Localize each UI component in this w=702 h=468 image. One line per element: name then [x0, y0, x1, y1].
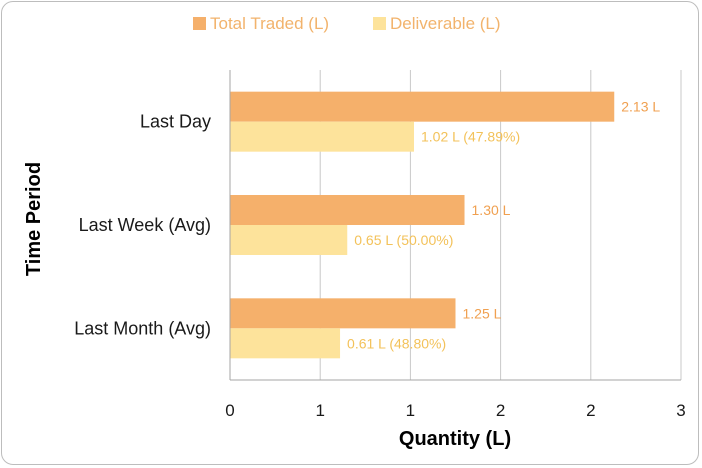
bars: [230, 91, 615, 359]
x-tick-label-3: 2: [496, 401, 505, 420]
category-label-0: Last Day: [140, 112, 211, 132]
bar-deliverable-2: [230, 328, 341, 359]
data-label-total-0: 2.13 L: [621, 99, 660, 115]
y-axis-title: Time Period: [23, 162, 45, 276]
category-label-2: Last Month (Avg): [74, 318, 211, 338]
legend-swatch-1: [373, 17, 386, 30]
data-label-total-1: 1.30 L: [472, 202, 511, 218]
legend-label-1: Deliverable (L): [390, 14, 501, 33]
x-tick-label-0: 0: [225, 401, 234, 420]
x-tick-label-2: 1: [406, 401, 415, 420]
data-labels: 2.13 L 1.02 L (47.89%) 1.30 L 0.65 L (50.00…: [347, 99, 660, 352]
data-label-deliverable-1: 0.65 L (50.00%): [354, 232, 453, 248]
x-tick-label-1: 1: [315, 401, 324, 420]
axes: 0 1 1 2 2 3 Last Day Last Week (Avg) Last Month …: [74, 70, 686, 420]
category-label-1: Last Week (Avg): [79, 215, 211, 235]
x-tick-label-4: 2: [586, 401, 595, 420]
data-label-total-2: 1.25 L: [463, 305, 502, 321]
bar-deliverable-0: [230, 121, 415, 152]
data-label-deliverable-0: 1.02 L (47.89%): [421, 129, 520, 145]
x-tick-label-5: 3: [676, 401, 685, 420]
legend-swatch-0: [193, 17, 206, 30]
bar-total-2: [230, 298, 456, 329]
x-axis-title: Quantity (L): [399, 428, 511, 450]
bar-total-0: [230, 91, 615, 122]
legend-label-0: Total Traded (L): [210, 14, 329, 33]
legend: Total Traded (L) Deliverable (L): [193, 14, 501, 33]
data-label-deliverable-2: 0.61 L (48.80%): [347, 335, 446, 351]
bar-total-1: [230, 195, 465, 225]
bar-deliverable-1: [230, 225, 348, 255]
